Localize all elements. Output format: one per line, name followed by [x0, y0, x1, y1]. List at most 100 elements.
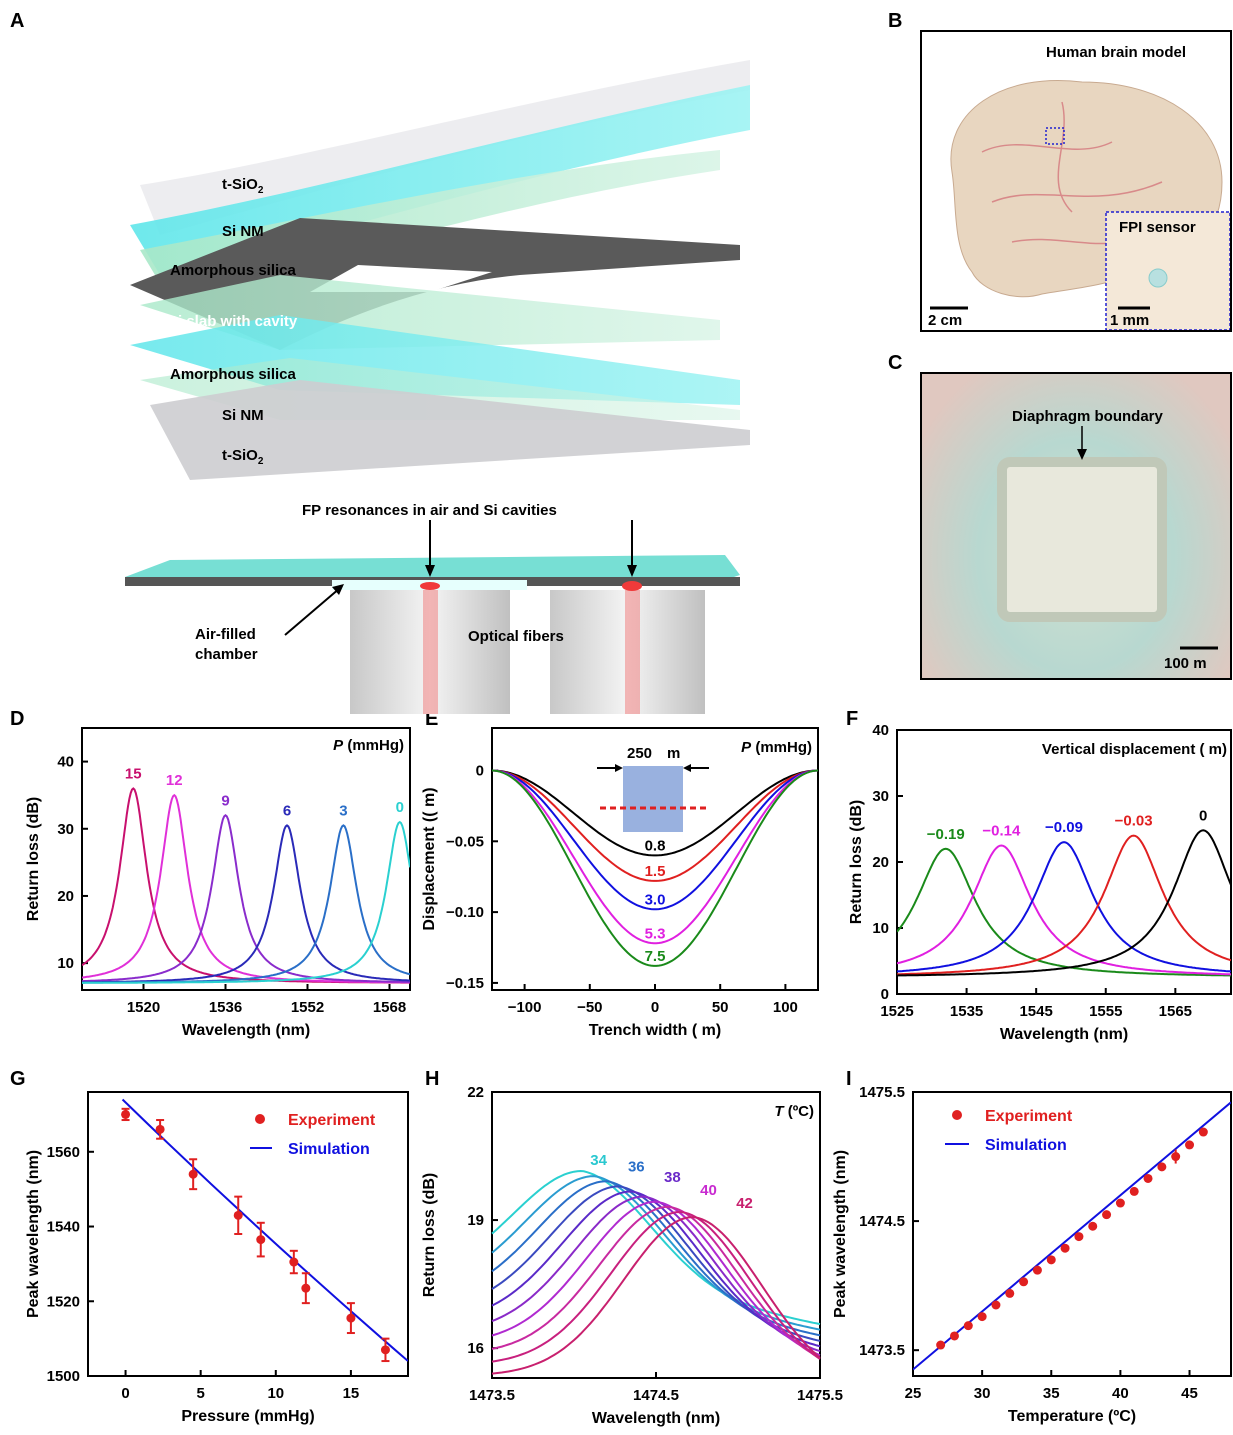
series-line-−0.03 [897, 834, 1231, 976]
panel-label-i: I [846, 1068, 852, 1090]
brain-illustration [930, 80, 1230, 330]
temperature-curve [491, 1190, 821, 1348]
y-tick-label: 40 [57, 754, 74, 771]
experiment-point [991, 1300, 1001, 1310]
legend-title: T (ºC) [774, 1103, 814, 1120]
x-tick-label: 30 [974, 1385, 991, 1402]
fp-resonance-label: FP resonances in air and Si cavities [302, 502, 557, 519]
legend-title: P (mmHg) [333, 737, 404, 754]
y-tick-label: 20 [57, 888, 74, 905]
experiment-point [1171, 1152, 1181, 1162]
scale-bar-100um-label: 100 m [1164, 655, 1207, 672]
x-tick-label: 1520 [127, 999, 160, 1016]
temperature-curve [491, 1180, 821, 1337]
chart-f-return-loss-displacement: 1525 1535 1545 1555 1565 0 10 20 30 40 Wavelength … [848, 722, 1232, 1043]
x-tick-label: 1475.5 [797, 1387, 843, 1404]
x-tick-label: −50 [577, 999, 602, 1016]
y-tick-label: 1500 [47, 1368, 80, 1385]
temperature-curve [491, 1205, 821, 1359]
x-tick-label: 40 [1112, 1385, 1129, 1402]
x-tick-label: 50 [712, 999, 729, 1016]
scale-bar-1mm-label: 1 mm [1110, 312, 1150, 329]
x-tick-label: 1555 [1089, 1003, 1122, 1020]
simulation-line [121, 1098, 408, 1362]
series-line-12 [82, 793, 410, 984]
experiment-point [233, 1210, 243, 1220]
experiment-point [977, 1312, 987, 1322]
temperature-curve [491, 1195, 821, 1353]
experiment-point [1074, 1232, 1084, 1242]
series-label-−0.09: −0.09 [1045, 819, 1083, 836]
legend-title: P (mmHg) [741, 739, 812, 756]
x-tick-label: 1536 [209, 999, 242, 1016]
x-tick-label: 45 [1181, 1385, 1198, 1402]
panel-label-b: B [888, 10, 903, 32]
chart-g-peak-vs-pressure: 0 5 10 15 1500 1520 1540 1560 Pressure (mmHg) Pea… [25, 1091, 409, 1425]
temperature-curve [491, 1200, 821, 1357]
scale-bar-2cm-label: 2 cm [928, 312, 963, 329]
x-tick-label: 1552 [291, 999, 324, 1016]
layer-label-silica-top: Amorphous silica [170, 262, 296, 279]
series-line-3.0 [491, 769, 819, 911]
series-line-5.3 [491, 769, 819, 945]
y-tick-label: 1540 [47, 1219, 80, 1236]
x-tick-label: 25 [905, 1385, 922, 1402]
series-label-1.5: 1.5 [645, 863, 666, 880]
y-tick-label: 1520 [47, 1293, 80, 1310]
series-line-7.5 [491, 769, 819, 967]
legend-experiment-label: Experiment [288, 1112, 376, 1129]
inset-arrowhead-right [683, 764, 691, 772]
temperature-curve [491, 1210, 821, 1363]
series-line-15 [82, 787, 410, 984]
y-tick-label: 0 [476, 762, 484, 779]
series-line-9 [82, 813, 410, 983]
y-axis-label: Return loss (dB) [25, 797, 42, 921]
y-tick-label: 20 [872, 854, 889, 871]
air-chamber-label-2: chamber [195, 646, 258, 663]
inset-width-label: 250 [627, 745, 652, 762]
y-tick-label: 1560 [47, 1144, 80, 1161]
experiment-point [380, 1345, 390, 1355]
x-axis-label: Wavelength (nm) [182, 1022, 310, 1039]
experiment-point [346, 1313, 356, 1323]
series-label-0.8: 0.8 [645, 837, 666, 854]
experiment-point [936, 1340, 946, 1350]
chart-h-return-loss-temperature: 1473.5 1474.5 1475.5 16 19 22 Wavelength (nm) R… [421, 1084, 843, 1427]
panel-label-f: F [846, 708, 859, 730]
experiment-point [1143, 1173, 1153, 1183]
series-label-15: 15 [125, 765, 142, 782]
layer-label-si-slab: Si slab with cavity [168, 313, 298, 330]
series-label-12: 12 [166, 772, 183, 789]
air-chamber-label-1: Air-filled [195, 626, 256, 643]
series-line-−0.09 [897, 841, 1231, 973]
y-tick-label: 1475.5 [859, 1084, 905, 1101]
series-label-40: 40 [700, 1182, 717, 1199]
inset-arrowhead-left [615, 764, 623, 772]
legend-experiment-marker [952, 1110, 962, 1120]
series-label-−0.14: −0.14 [982, 823, 1021, 840]
plot-frame [87, 1091, 409, 1377]
x-tick-label: 35 [1043, 1385, 1060, 1402]
temperature-curve [491, 1216, 821, 1375]
series-line-0.8 [492, 769, 818, 857]
y-tick-label: 0 [881, 986, 889, 1003]
y-axis-label: Peak wavelength (nm) [832, 1150, 849, 1318]
brain-model-title: Human brain model [1046, 44, 1187, 61]
layer-label-tsio2-bottom: t-SiO2 [222, 447, 264, 467]
series-label-6: 6 [283, 802, 291, 819]
legend-experiment-marker [255, 1114, 265, 1124]
x-axis-label: Wavelength (nm) [592, 1410, 720, 1427]
series-label-0: 0 [1199, 807, 1207, 824]
panel-label-d: D [10, 708, 25, 730]
series-label-−0.03: −0.03 [1115, 813, 1153, 830]
y-tick-label: 19 [467, 1212, 484, 1229]
legend-simulation-label: Simulation [288, 1141, 370, 1158]
diaphragm-boundary-label: Diaphragm boundary [1012, 408, 1163, 425]
experiment-point [1185, 1140, 1195, 1150]
experiment-point [188, 1169, 198, 1179]
optical-fibers-label: Optical fibers [468, 628, 564, 645]
panel-label-a: A [10, 10, 25, 32]
inset-trench-rect [623, 766, 683, 832]
plot-frame [912, 1091, 1232, 1377]
series-line-−0.14 [897, 844, 1231, 976]
